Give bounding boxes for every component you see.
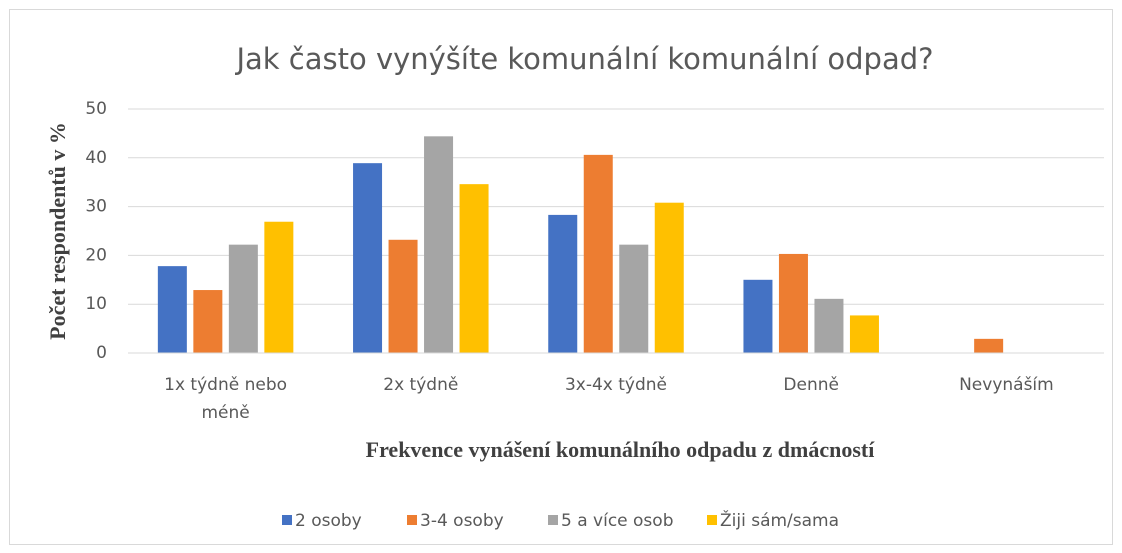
- y-tick-label: 50: [85, 99, 107, 119]
- x-tick-label: 1x týdně nebo méně: [164, 375, 287, 423]
- legend-swatch: [548, 515, 558, 525]
- legend-label: 5 a více osob: [561, 511, 673, 531]
- bar: [619, 244, 649, 353]
- legend-swatch: [707, 515, 717, 525]
- legend-label: 2 osoby: [295, 511, 362, 531]
- bar: [193, 290, 223, 353]
- y-tick-label: 10: [85, 294, 107, 314]
- y-tick-label: 20: [85, 245, 107, 265]
- y-tick-label: 40: [85, 148, 107, 168]
- x-tick-label: 2x týdně: [383, 375, 458, 395]
- bar: [353, 163, 383, 353]
- bar: [974, 338, 1004, 353]
- legend-swatch: [282, 515, 292, 525]
- bar: [388, 239, 418, 353]
- y-tick-label: 0: [96, 343, 107, 363]
- bar: [228, 244, 258, 353]
- legend-label: Žiji sám/sama: [720, 509, 839, 531]
- bar: [849, 315, 879, 353]
- x-axis-title: Frekvence vynášení komunálního odpadu z …: [366, 437, 876, 462]
- bar: [459, 184, 489, 353]
- x-tick-label: Denně: [783, 375, 839, 395]
- legend-label: 3-4 osoby: [420, 511, 504, 531]
- y-tick-label: 30: [85, 197, 107, 217]
- bar: [157, 266, 187, 353]
- bar: [264, 221, 294, 353]
- bar: [654, 202, 684, 353]
- bar: [743, 279, 773, 353]
- y-axis-title: Počet respondentů v %: [45, 122, 70, 340]
- chart-title: Jak často vynýšíte komunální komunální o…: [234, 42, 933, 76]
- bar: [548, 214, 578, 353]
- bar: [583, 154, 613, 353]
- legend-swatch: [407, 515, 417, 525]
- bar: [814, 298, 844, 353]
- bar: [424, 136, 454, 353]
- x-tick-label: 3x-4x týdně: [565, 375, 667, 395]
- bar: [778, 253, 808, 353]
- x-tick-label: Nevynáším: [959, 375, 1054, 395]
